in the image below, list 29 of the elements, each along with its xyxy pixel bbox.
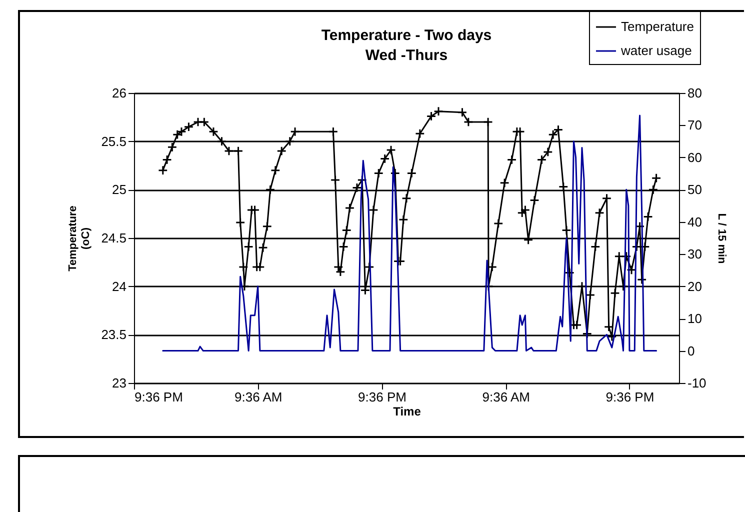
chart-title: Temperature - Two days (321, 27, 492, 44)
y2-tick-label: 80 (688, 86, 702, 100)
y2-tick-label: -10 (688, 376, 706, 390)
x-tick-label: 9:36 PM (134, 390, 183, 404)
y2-tick-label: 0 (688, 343, 695, 358)
y-tick-label: 23 (112, 376, 126, 390)
x-axis-title: Time (393, 404, 422, 418)
legend-label: Temperature (621, 19, 694, 34)
y-tick-label: 24.5 (101, 230, 126, 246)
y2-tick-label: 70 (688, 118, 702, 133)
x-tick-label: 9:36 PM (606, 390, 654, 404)
y2-tick-label: 40 (688, 214, 702, 230)
y-tick-label: 25 (112, 182, 126, 198)
y2-tick-label: 30 (688, 246, 702, 262)
y2-tick-label: 60 (688, 150, 702, 165)
legend-label: water usage (620, 43, 692, 58)
x-tick-label: 9:36 AM (234, 390, 282, 404)
x-tick-label: 9:36 AM (482, 390, 530, 404)
x-tick-label: 9:36 PM (358, 390, 406, 404)
y-tick-label: 24 (112, 278, 126, 294)
chart-subtitle: Wed -Thurs (365, 47, 448, 64)
y-tick-label: 26 (112, 86, 126, 100)
y2-axis-title: L / 15 min (715, 213, 728, 264)
y2-tick-label: 10 (688, 311, 702, 326)
y-tick-label: 23.5 (101, 327, 126, 342)
y-axis-title: Temperature (oC) (67, 206, 92, 272)
y-tick-label: 25.5 (101, 134, 126, 149)
y2-tick-label: 20 (688, 278, 702, 294)
y2-tick-label: 50 (688, 182, 702, 198)
